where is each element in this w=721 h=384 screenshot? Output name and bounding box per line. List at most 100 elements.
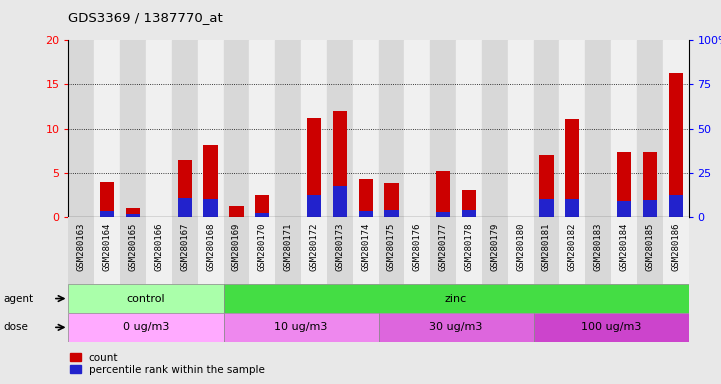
- Bar: [172, 217, 198, 284]
- Bar: [379, 40, 404, 217]
- Bar: [275, 217, 301, 284]
- Text: 10 ug/m3: 10 ug/m3: [274, 322, 328, 333]
- Bar: [642, 152, 657, 217]
- Bar: [332, 111, 347, 217]
- Bar: [307, 195, 321, 217]
- Bar: [379, 313, 534, 342]
- Bar: [611, 217, 637, 284]
- Bar: [611, 40, 637, 217]
- Bar: [462, 190, 476, 217]
- Bar: [663, 40, 689, 217]
- Bar: [332, 186, 347, 217]
- Bar: [177, 160, 192, 217]
- Text: GSM280168: GSM280168: [206, 222, 215, 271]
- Text: GSM280171: GSM280171: [283, 222, 293, 271]
- Text: GSM280176: GSM280176: [413, 222, 422, 271]
- Bar: [275, 40, 301, 217]
- Bar: [534, 313, 689, 342]
- Text: 30 ug/m3: 30 ug/m3: [429, 322, 483, 333]
- Bar: [668, 73, 683, 217]
- Bar: [224, 40, 249, 217]
- Bar: [642, 200, 657, 217]
- Bar: [358, 211, 373, 217]
- Bar: [404, 40, 430, 217]
- Bar: [482, 217, 508, 284]
- Text: GSM280164: GSM280164: [103, 222, 112, 271]
- Bar: [249, 40, 275, 217]
- Bar: [668, 195, 683, 217]
- Bar: [224, 313, 379, 342]
- Bar: [68, 217, 94, 284]
- Bar: [203, 146, 218, 217]
- Text: GSM280181: GSM280181: [542, 222, 551, 271]
- Text: GSM280163: GSM280163: [77, 222, 86, 271]
- Bar: [508, 217, 534, 284]
- Text: GSM280172: GSM280172: [309, 222, 319, 271]
- Bar: [327, 217, 353, 284]
- Text: GSM280180: GSM280180: [516, 222, 525, 271]
- Bar: [301, 40, 327, 217]
- Text: GSM280166: GSM280166: [154, 222, 164, 271]
- Bar: [637, 40, 663, 217]
- Bar: [617, 201, 631, 217]
- Bar: [94, 40, 120, 217]
- Bar: [456, 217, 482, 284]
- Bar: [255, 213, 270, 217]
- Bar: [539, 155, 554, 217]
- Bar: [565, 199, 580, 217]
- Bar: [539, 199, 554, 217]
- Bar: [327, 40, 353, 217]
- Bar: [229, 206, 244, 217]
- Text: 100 ug/m3: 100 ug/m3: [581, 322, 641, 333]
- Bar: [436, 171, 450, 217]
- Bar: [585, 217, 611, 284]
- Bar: [565, 119, 580, 217]
- Bar: [559, 217, 585, 284]
- Bar: [462, 210, 476, 217]
- Bar: [436, 212, 450, 217]
- Bar: [430, 217, 456, 284]
- Bar: [126, 214, 140, 217]
- Text: GSM280183: GSM280183: [593, 222, 603, 271]
- Text: GSM280170: GSM280170: [258, 222, 267, 271]
- Bar: [353, 217, 379, 284]
- Text: GSM280186: GSM280186: [671, 222, 680, 271]
- Text: GSM280165: GSM280165: [128, 222, 138, 271]
- Bar: [482, 40, 508, 217]
- Bar: [146, 217, 172, 284]
- Bar: [617, 152, 631, 217]
- Text: zinc: zinc: [445, 293, 467, 304]
- Bar: [198, 217, 224, 284]
- Text: GSM280175: GSM280175: [387, 222, 396, 271]
- Bar: [358, 179, 373, 217]
- Bar: [637, 217, 663, 284]
- Bar: [120, 217, 146, 284]
- Text: GSM280177: GSM280177: [438, 222, 448, 271]
- Bar: [404, 217, 430, 284]
- Bar: [120, 40, 146, 217]
- Bar: [100, 211, 115, 217]
- Bar: [126, 208, 140, 217]
- Bar: [559, 40, 585, 217]
- Text: GSM280184: GSM280184: [619, 222, 629, 271]
- Bar: [353, 40, 379, 217]
- Text: GSM280169: GSM280169: [232, 222, 241, 271]
- Bar: [68, 40, 94, 217]
- Text: GSM280174: GSM280174: [361, 222, 370, 271]
- Bar: [255, 195, 270, 217]
- Text: control: control: [127, 293, 165, 304]
- Bar: [456, 40, 482, 217]
- Bar: [430, 40, 456, 217]
- Bar: [249, 217, 275, 284]
- Bar: [224, 217, 249, 284]
- Text: GSM280167: GSM280167: [180, 222, 189, 271]
- Text: 0 ug/m3: 0 ug/m3: [123, 322, 169, 333]
- Bar: [172, 40, 198, 217]
- Bar: [68, 313, 224, 342]
- Bar: [198, 40, 224, 217]
- Text: GSM280178: GSM280178: [464, 222, 474, 271]
- Bar: [146, 40, 172, 217]
- Legend: count, percentile rank within the sample: count, percentile rank within the sample: [70, 353, 265, 375]
- Bar: [203, 199, 218, 217]
- Bar: [384, 210, 399, 217]
